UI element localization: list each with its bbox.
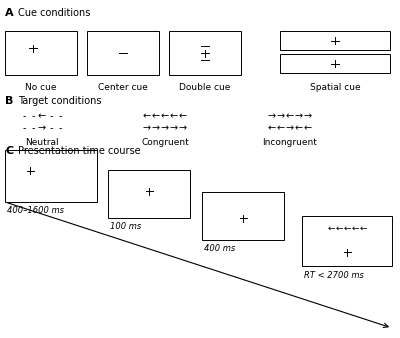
Text: →: → — [286, 123, 294, 133]
Bar — [280, 31, 390, 50]
Text: →: → — [268, 111, 276, 121]
Text: Double cue: Double cue — [179, 83, 231, 92]
Text: -: - — [31, 123, 35, 133]
Text: -: - — [58, 123, 62, 133]
Text: 400 ms: 400 ms — [204, 244, 235, 253]
Text: ←: ← — [170, 111, 178, 121]
Bar — [87, 31, 159, 75]
Text: ←: ← — [351, 223, 359, 233]
Text: -: - — [49, 123, 53, 133]
Text: ←: ← — [304, 123, 312, 133]
Text: -: - — [31, 111, 35, 121]
Text: Spatial cue: Spatial cue — [310, 83, 360, 92]
Text: A: A — [5, 8, 14, 18]
Text: →: → — [152, 123, 160, 133]
Text: Presentation time course: Presentation time course — [18, 146, 141, 156]
Text: Center cue: Center cue — [98, 83, 148, 92]
Text: B: B — [5, 96, 13, 106]
Text: →: → — [170, 123, 178, 133]
Text: -: - — [22, 111, 26, 121]
Text: ←: ← — [343, 223, 351, 233]
Text: Cue conditions: Cue conditions — [18, 8, 90, 18]
Text: 400–1600 ms: 400–1600 ms — [7, 206, 64, 215]
Text: ←: ← — [38, 111, 46, 121]
Text: C: C — [5, 146, 13, 156]
Bar — [5, 150, 97, 202]
Text: ←: ← — [143, 111, 151, 121]
Text: ←: ← — [359, 223, 367, 233]
Text: Congruent: Congruent — [141, 138, 189, 147]
Text: ←: ← — [268, 123, 276, 133]
Text: ←: ← — [286, 111, 294, 121]
Text: →: → — [295, 111, 303, 121]
Bar — [280, 54, 390, 73]
Text: ←: ← — [295, 123, 303, 133]
Text: RT < 2700 ms: RT < 2700 ms — [304, 271, 364, 280]
Text: No cue: No cue — [25, 83, 57, 92]
Text: ←: ← — [327, 223, 335, 233]
Text: -: - — [49, 111, 53, 121]
Text: Incongruent: Incongruent — [262, 138, 318, 147]
Text: ←: ← — [335, 223, 343, 233]
Bar — [108, 170, 190, 218]
Text: →: → — [179, 123, 187, 133]
Text: →: → — [161, 123, 169, 133]
Text: ←: ← — [161, 111, 169, 121]
Bar — [5, 31, 77, 75]
Text: -: - — [58, 111, 62, 121]
Text: ←: ← — [152, 111, 160, 121]
Text: →: → — [277, 111, 285, 121]
Bar — [202, 192, 284, 240]
Text: ←: ← — [179, 111, 187, 121]
Text: -: - — [22, 123, 26, 133]
Text: Neutral: Neutral — [25, 138, 59, 147]
Text: →: → — [304, 111, 312, 121]
Text: →: → — [38, 123, 46, 133]
Bar — [302, 216, 392, 266]
Text: Target conditions: Target conditions — [18, 96, 102, 106]
Text: ←: ← — [277, 123, 285, 133]
Bar — [169, 31, 241, 75]
Text: →: → — [143, 123, 151, 133]
Text: 100 ms: 100 ms — [110, 222, 141, 231]
